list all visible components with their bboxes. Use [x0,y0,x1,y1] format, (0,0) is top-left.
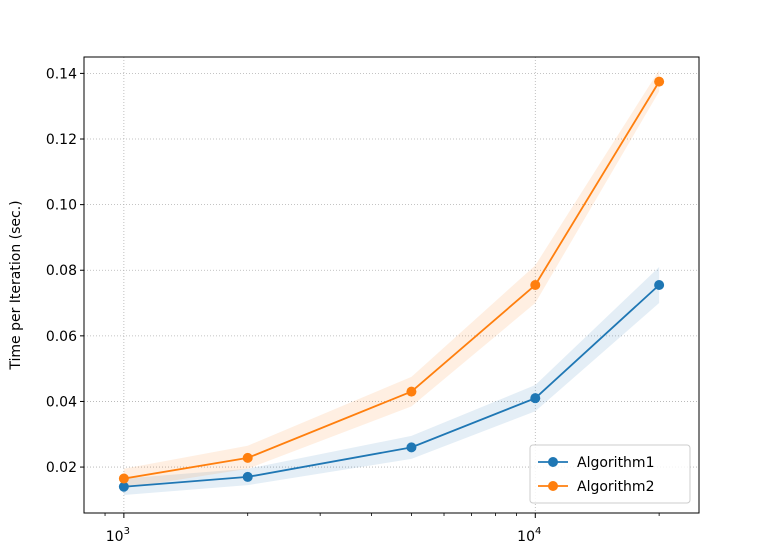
data-point [654,76,665,87]
y-tick-label: 0.02 [46,460,77,476]
legend-box [529,444,691,504]
y-tick-label: 0.04 [46,394,77,410]
legend-marker [548,457,558,467]
legend-label: Algorithm1 [577,455,654,471]
y-tick-label: 0.08 [46,263,77,279]
axis-ticks: 0.02 0.04 0.06 0.08 0.10 0.12 0.14 103 104 [46,66,660,545]
y-axis-label: Time per Iteration (sec.) [8,200,24,370]
axes-frame [83,56,700,514]
legend-label: Algorithm2 [577,479,654,495]
confidence-bands [123,70,660,495]
data-point [530,280,541,290]
y-tick-label: 0.12 [46,132,77,148]
data-point [406,386,417,397]
data-point [118,481,129,492]
y-tick-label: 0.06 [46,329,77,345]
x-tick-label: 103 [106,526,130,545]
confidence-band [123,266,660,495]
x-tick-label: 104 [517,526,541,545]
data-point [654,280,665,290]
y-tick-label: 0.14 [46,66,77,82]
data-point [530,393,541,404]
confidence-band [123,70,660,489]
data-point [118,473,129,484]
data-point [406,442,417,453]
y-tick-label: 0.10 [46,198,77,214]
legend: Algorithm1 Algorithm2 [529,444,691,504]
grid [84,57,699,513]
data-point [242,452,253,463]
data-point [242,471,253,482]
series-points [118,76,665,492]
legend-marker [548,481,558,491]
